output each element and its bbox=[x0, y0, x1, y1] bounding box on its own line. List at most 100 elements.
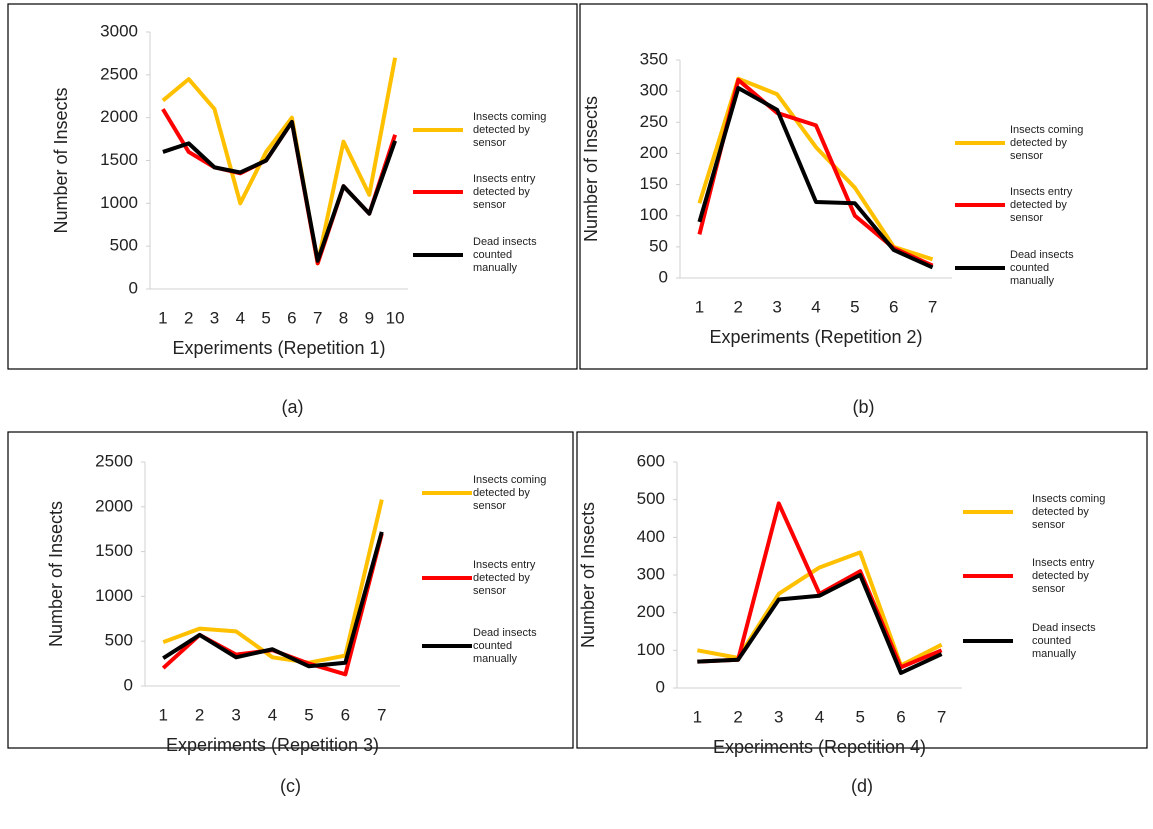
y-tick-label: 1000 bbox=[100, 193, 138, 212]
y-tick-label: 500 bbox=[637, 489, 665, 508]
x-tick-label: 3 bbox=[231, 705, 240, 724]
x-tick-label: 3 bbox=[774, 707, 783, 726]
series-line bbox=[162, 531, 384, 669]
x-tick-label: 5 bbox=[850, 297, 859, 316]
legend-label: Insects entry detected by sensor bbox=[1010, 185, 1073, 224]
x-tick-label: 5 bbox=[304, 705, 313, 724]
x-tick-label: 7 bbox=[928, 297, 937, 316]
x-tick-label: 5 bbox=[855, 707, 864, 726]
legend-label: Dead insects counted manually bbox=[1010, 248, 1074, 287]
legend-wrap: Insects coming detected by sensor bbox=[1010, 113, 1095, 173]
y-tick-label: 0 bbox=[129, 278, 138, 297]
legend-wrap: Insects coming detected by sensor bbox=[473, 463, 558, 523]
x-tick-label: 4 bbox=[815, 707, 824, 726]
legend-wrap: Insects entry detected by sensor bbox=[473, 548, 558, 608]
y-tick-label: 1500 bbox=[95, 541, 133, 560]
legend-item: Dead insects counted manually bbox=[1032, 611, 1117, 671]
y-tick-label: 1000 bbox=[95, 586, 133, 605]
x-tick-label: 2 bbox=[195, 705, 204, 724]
x-tick-label: 5 bbox=[261, 308, 270, 327]
y-axis-title: Number of Insects bbox=[581, 96, 601, 242]
x-tick-label: 8 bbox=[339, 308, 348, 327]
legend-wrap: Dead insects counted manually bbox=[1032, 611, 1117, 671]
chart-panel: 0 100 200 300 400 500 600 1 2 3 4 5 6 7 Experiments (R… bbox=[576, 431, 1148, 796]
series-line bbox=[697, 501, 943, 670]
legend-wrap: Insects entry detected by sensor bbox=[1032, 546, 1117, 606]
legend-item: Insects coming detected by sensor bbox=[473, 100, 558, 160]
x-tick-label: 2 bbox=[734, 297, 743, 316]
y-axis-title: Number of Insects bbox=[51, 87, 71, 233]
legend-item: Insects entry detected by sensor bbox=[473, 162, 558, 222]
legend-label: Insects entry detected by sensor bbox=[473, 558, 536, 597]
panel-border bbox=[579, 3, 1148, 370]
y-tick-label: 600 bbox=[637, 451, 665, 470]
panel-border bbox=[576, 431, 1148, 749]
y-tick-label: 350 bbox=[640, 49, 668, 68]
legend-item: Insects coming detected by sensor bbox=[1032, 482, 1117, 542]
legend-item: Dead insects counted manually bbox=[473, 616, 558, 676]
legend-wrap: Insects coming detected by sensor bbox=[1032, 482, 1117, 542]
series-line bbox=[697, 573, 943, 675]
legend-label: Dead insects counted manually bbox=[473, 626, 537, 665]
y-tick-label: 0 bbox=[124, 675, 133, 694]
legend-label: Dead insects counted manually bbox=[473, 235, 537, 274]
x-axis-title: Experiments (Repetition 1) bbox=[172, 338, 385, 358]
x-tick-label: 3 bbox=[210, 308, 219, 327]
x-tick-label: 2 bbox=[184, 308, 193, 327]
y-axis-title: Number of Insects bbox=[578, 502, 598, 648]
y-tick-label: 200 bbox=[637, 602, 665, 621]
y-tick-label: 400 bbox=[637, 527, 665, 546]
panel-border bbox=[7, 431, 574, 749]
y-tick-label: 300 bbox=[640, 81, 668, 100]
y-tick-label: 100 bbox=[640, 205, 668, 224]
y-tick-label: 2500 bbox=[95, 451, 133, 470]
x-axis-title: Experiments (Repetition 4) bbox=[713, 737, 926, 757]
x-tick-label: 10 bbox=[386, 308, 405, 327]
chart-panel: 0 50 100 150 200 250 300 350 1 2 3 4 5 6 7 Experiments … bbox=[579, 3, 1148, 417]
legend-item: Insects entry detected by sensor bbox=[1010, 175, 1095, 235]
legend-wrap: Dead insects counted manually bbox=[1010, 238, 1095, 298]
caption: (d) bbox=[851, 776, 873, 796]
x-tick-label: 1 bbox=[693, 707, 702, 726]
legend-wrap: Dead insects counted manually bbox=[473, 225, 558, 285]
x-tick-label: 1 bbox=[158, 705, 167, 724]
legend-item: Dead insects counted manually bbox=[1010, 238, 1095, 298]
series-line bbox=[697, 86, 934, 270]
y-axis-title: Number of Insects bbox=[46, 501, 66, 647]
legend-item: Dead insects counted manually bbox=[473, 225, 558, 285]
y-tick-label: 1500 bbox=[100, 150, 138, 169]
legend-wrap: Insects coming detected by sensor bbox=[473, 100, 558, 160]
x-tick-label: 6 bbox=[889, 297, 898, 316]
x-tick-label: 4 bbox=[268, 705, 277, 724]
y-tick-label: 2000 bbox=[95, 496, 133, 515]
y-tick-label: 3000 bbox=[100, 21, 138, 40]
x-tick-label: 4 bbox=[811, 297, 820, 316]
x-tick-label: 7 bbox=[937, 707, 946, 726]
legend-item: Insects coming detected by sensor bbox=[473, 463, 558, 523]
legend-item: Insects entry detected by sensor bbox=[473, 548, 558, 608]
legend-label: Dead insects counted manually bbox=[1032, 621, 1096, 660]
caption: (a) bbox=[282, 397, 304, 417]
legend-wrap: Insects entry detected by sensor bbox=[1010, 175, 1095, 235]
series-line bbox=[161, 57, 398, 266]
y-tick-label: 150 bbox=[640, 174, 668, 193]
panel-border bbox=[7, 3, 578, 370]
y-tick-label: 50 bbox=[649, 236, 668, 255]
y-tick-label: 2500 bbox=[100, 64, 138, 83]
legend-item: Insects entry detected by sensor bbox=[1032, 546, 1117, 606]
legend-item: Insects coming detected by sensor bbox=[1010, 113, 1095, 173]
caption: (c) bbox=[280, 776, 301, 796]
x-tick-label: 1 bbox=[158, 308, 167, 327]
y-tick-label: 100 bbox=[637, 640, 665, 659]
legend-wrap: Dead insects counted manually bbox=[473, 616, 558, 676]
x-tick-label: 6 bbox=[341, 705, 350, 724]
legend-wrap: Insects entry detected by sensor bbox=[473, 162, 558, 222]
x-tick-label: 7 bbox=[313, 308, 322, 327]
series-line bbox=[162, 119, 397, 263]
x-tick-label: 6 bbox=[896, 707, 905, 726]
y-tick-label: 500 bbox=[105, 631, 133, 650]
x-axis-title: Experiments (Repetition 2) bbox=[709, 327, 922, 347]
x-tick-label: 1 bbox=[695, 297, 704, 316]
chart-panel: 0 500 1000 1500 2000 2500 1 2 3 4 5 6 7 Experiments (… bbox=[7, 431, 574, 796]
